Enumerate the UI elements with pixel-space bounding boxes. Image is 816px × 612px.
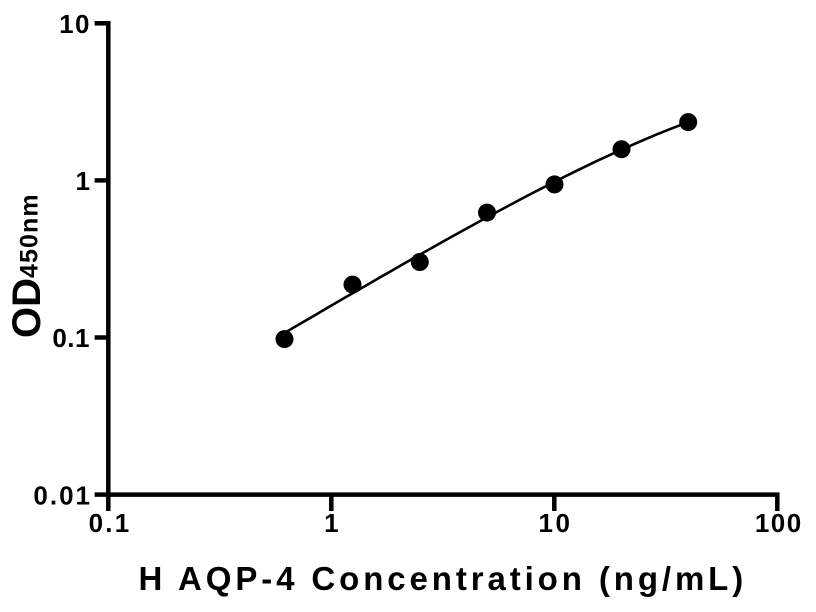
svg-text:H AQP-4 Concentration (ng/mL): H AQP-4 Concentration (ng/mL)	[138, 560, 747, 597]
svg-text:1: 1	[324, 508, 338, 538]
svg-text:1: 1	[76, 166, 90, 196]
svg-text:0.1: 0.1	[52, 323, 90, 353]
svg-text:10: 10	[59, 9, 91, 39]
svg-text:100: 100	[755, 508, 803, 538]
svg-text:0.1: 0.1	[89, 508, 132, 538]
svg-text:0.01: 0.01	[33, 480, 92, 510]
svg-text:10: 10	[539, 508, 573, 538]
svg-text:OD450nm: OD450nm	[5, 193, 49, 338]
